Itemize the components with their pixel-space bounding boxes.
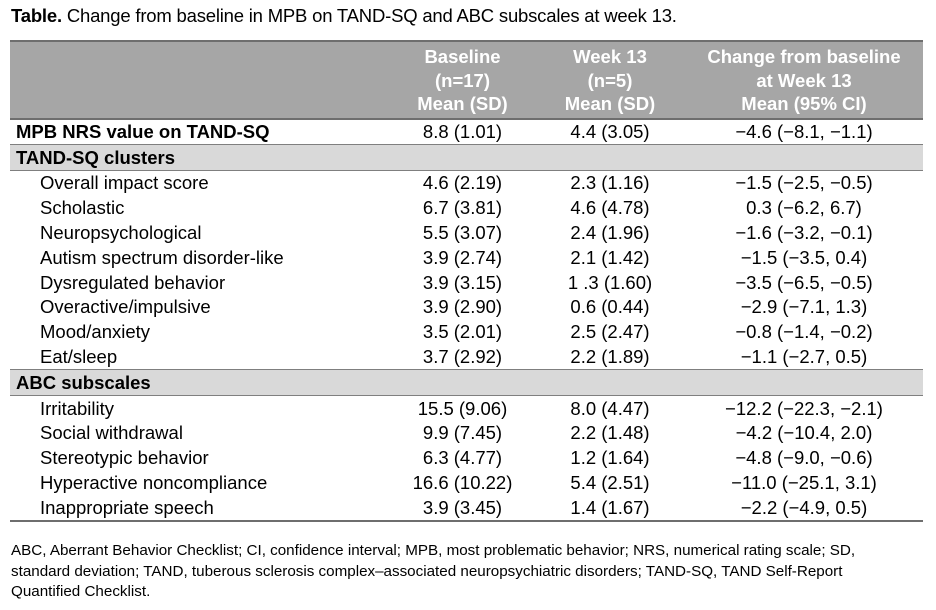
baseline-value: 3.7 (2.92) — [422, 346, 503, 368]
baseline-value: 16.6 (10.22) — [412, 472, 513, 494]
header-row: Baseline (n=17) Mean (SD) Week 13 (n=5) Mean… — [10, 40, 923, 120]
row-label: Overall impact score — [40, 172, 209, 194]
section-header-row: ABC subscales — [10, 369, 923, 397]
change-value: −1.5 (−3.5, 0.4) — [740, 246, 868, 268]
section-title: TAND-SQ clusters — [10, 144, 923, 172]
row-label: Inappropriate speech — [10, 495, 390, 523]
row-label: Eat/sleep — [40, 346, 118, 368]
week13-value: 4.4 (3.05) — [535, 118, 685, 146]
week13-value: 5.4 (2.51) — [570, 472, 650, 494]
table-title: Table. Change from baseline in MPB on TA… — [11, 5, 677, 27]
week13-value: 2.5 (2.47) — [570, 321, 650, 343]
baseline-value: 9.9 (7.45) — [422, 422, 503, 444]
header-baseline: Baseline (n=17) Mean (SD) — [390, 40, 535, 120]
week13-value: 2.2 (1.48) — [570, 422, 650, 444]
change-value: −1.5 (−2.5, −0.5) — [735, 172, 873, 194]
baseline-value: 3.9 (3.45) — [390, 495, 535, 523]
row-label: Scholastic — [40, 197, 125, 219]
week13-value: 2.2 (1.89) — [570, 346, 650, 368]
table-row: Autism spectrum disorder-like 3.9 (2.74) 2… — [10, 245, 923, 270]
row-label: Dysregulated behavior — [40, 271, 226, 293]
table-row: Overall impact score 4.6 (2.19) 2.3 (1.16)… — [10, 171, 923, 196]
baseline-value: 4.6 (2.19) — [422, 172, 503, 194]
week13-value: 4.6 (4.78) — [570, 197, 650, 219]
table-title-text: Change from baseline in MPB on TAND-SQ a… — [61, 5, 677, 26]
baseline-value: 3.9 (2.90) — [422, 296, 503, 318]
change-value: −2.9 (−7.1, 1.3) — [740, 296, 868, 318]
change-value: −12.2 (−22.3, −2.1) — [725, 397, 883, 419]
section-title: ABC subscales — [10, 369, 923, 397]
change-value: −3.5 (−6.5, −0.5) — [735, 271, 873, 293]
table-row: Stereotypic behavior 6.3 (4.77) 1.2 (1.64)… — [10, 446, 923, 471]
table-row: Irritability 15.5 (9.06) 8.0 (4.47) −12.2 (… — [10, 396, 923, 421]
change-value: −4.8 (−9.0, −0.6) — [735, 447, 873, 469]
table-row: Scholastic 6.7 (3.81) 4.6 (4.78) 0.3 (−6.2,… — [10, 196, 923, 221]
change-value: 0.3 (−6.2, 6.7) — [746, 197, 862, 219]
change-value: −11.0 (−25.1, 3.1) — [731, 472, 877, 494]
table-row: Inappropriate speech 3.9 (3.45) 1.4 (1.67)… — [10, 495, 923, 523]
row-label: Autism spectrum disorder-like — [40, 246, 284, 268]
table-row: Dysregulated behavior 3.9 (3.15) 1 .3 (1.6… — [10, 270, 923, 295]
week13-value: 8.0 (4.47) — [570, 397, 650, 419]
row-label: Irritability — [40, 397, 115, 419]
week13-value: 2.3 (1.16) — [570, 172, 650, 194]
row-label: Mood/anxiety — [40, 321, 151, 343]
table-row: Hyperactive noncompliance 16.6 (10.22) 5.4… — [10, 471, 923, 496]
footnote: ABC, Aberrant Behavior Checklist; CI, co… — [11, 542, 856, 600]
week13-value: 2.4 (1.96) — [570, 222, 650, 244]
row-label: MPB NRS value on TAND-SQ — [10, 118, 390, 146]
table-row: Overactive/impulsive 3.9 (2.90) 0.6 (0.44)… — [10, 295, 923, 320]
baseline-value: 3.9 (3.15) — [422, 271, 503, 293]
change-value: −1.6 (−3.2, −0.1) — [735, 222, 873, 244]
week13-value: 1.2 (1.64) — [570, 447, 650, 469]
table-row: Neuropsychological 5.5 (3.07) 2.4 (1.96) −1… — [10, 221, 923, 246]
table-row: Social withdrawal 9.9 (7.45) 2.2 (1.48) −4.… — [10, 421, 923, 446]
baseline-value: 15.5 (9.06) — [417, 397, 508, 419]
row-label: Social withdrawal — [40, 422, 183, 444]
row-label: Overactive/impulsive — [40, 296, 211, 318]
header-label-col — [10, 40, 390, 120]
table-row-mpb: MPB NRS value on TAND-SQ 8.8 (1.01) 4.4 … — [10, 118, 923, 146]
baseline-value: 6.3 (4.77) — [422, 447, 503, 469]
table-title-prefix: Table. — [11, 5, 62, 26]
change-value: −4.2 (−10.4, 2.0) — [735, 422, 873, 444]
baseline-value: 6.7 (3.81) — [422, 197, 503, 219]
week13-value: 2.1 (1.42) — [570, 246, 650, 268]
baseline-value: 3.5 (2.01) — [422, 321, 503, 343]
results-table: Baseline (n=17) Mean (SD) Week 13 (n=5) Mean… — [10, 40, 923, 523]
change-value: −4.6 (−8.1, −1.1) — [685, 118, 923, 146]
week13-value: 1 .3 (1.60) — [567, 271, 653, 293]
change-value: −2.2 (−4.9, 0.5) — [685, 495, 923, 523]
header-week13: Week 13 (n=5) Mean (SD) — [535, 40, 685, 120]
table-row: Eat/sleep 3.7 (2.92) 2.2 (1.89) −1.1 (−2.7,… — [10, 345, 923, 370]
week13-value: 0.6 (0.44) — [570, 296, 650, 318]
week13-value: 1.4 (1.67) — [535, 495, 685, 523]
section-header-row: TAND-SQ clusters — [10, 144, 923, 172]
table-row: Mood/anxiety 3.5 (2.01) 2.5 (2.47) −0.8 (−1… — [10, 320, 923, 345]
baseline-value: 5.5 (3.07) — [422, 222, 503, 244]
header-change: Change from baseline at Week 13 Mean (95% … — [685, 40, 923, 120]
change-value: −0.8 (−1.4, −0.2) — [735, 321, 873, 343]
baseline-value: 3.9 (2.74) — [422, 246, 503, 268]
row-label: Neuropsychological — [40, 222, 202, 244]
baseline-value: 8.8 (1.01) — [390, 118, 535, 146]
row-label: Hyperactive noncompliance — [40, 472, 268, 494]
row-label: Stereotypic behavior — [40, 447, 209, 469]
change-value: −1.1 (−2.7, 0.5) — [740, 346, 868, 368]
